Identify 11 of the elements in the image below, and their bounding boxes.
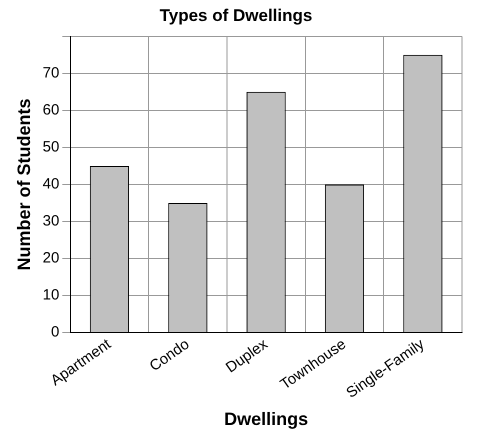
y-tick-label: 40	[42, 176, 60, 193]
y-tick-label: 0	[50, 324, 60, 341]
y-tick-label: 10	[42, 286, 60, 304]
y-tick-label: 70	[42, 64, 60, 82]
y-tick-label: 50	[42, 138, 60, 156]
y-tick-label: 20	[42, 250, 60, 267]
y-tick-label: 60	[42, 102, 60, 119]
y-tick-label: 30	[42, 212, 60, 230]
y-axis-title: Number of Students	[14, 98, 34, 270]
chart-title: Types of Dwellings	[160, 6, 312, 25]
x-axis-title: Dwellings	[224, 409, 308, 430]
